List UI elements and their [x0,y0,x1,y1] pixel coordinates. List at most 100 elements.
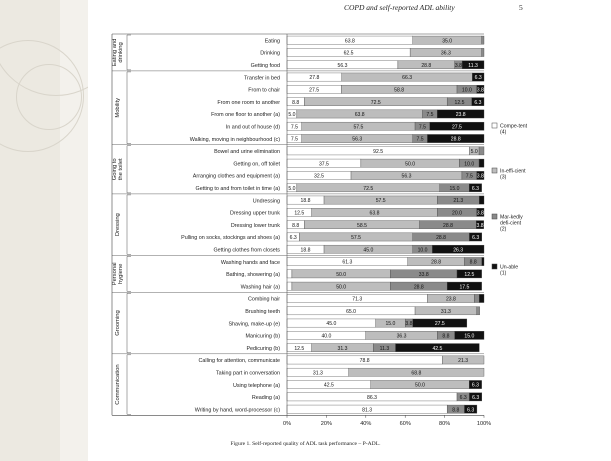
bar-segment [432,244,485,254]
data-label: 28.8 [414,284,424,290]
task-label-brushing-teeth: Brushing teeth [245,309,280,315]
data-label: 3.8 [405,321,412,327]
data-label: 42.5 [324,383,334,389]
bar-segment [469,183,482,193]
bar-segment [479,195,485,205]
data-label: 8.8 [292,100,299,106]
legend-label-2: In-effi-cient (3) [500,169,526,181]
data-label: 8.8 [292,223,299,229]
group-label-mobility: Mobility [115,98,121,118]
data-label: 40.0 [321,333,331,339]
data-label: 27.8 [309,75,319,81]
task-label-arranging-clothes-and-equipment-a: Arranging clothes and equipment (a) [193,174,280,180]
data-label: 33.8 [419,272,429,278]
bar-segment [472,72,485,82]
task-label-washing-hair-a: Washing hair (a) [241,284,281,290]
bar-segment [456,269,482,279]
legend-swatch-3 [491,213,498,220]
data-label: 81.3 [362,407,372,413]
data-label: 28.8 [443,223,453,229]
data-label: 86.3 [367,395,377,401]
bar-segment [478,146,485,156]
data-label: 28.8 [421,63,431,69]
data-label: 6.3 [467,407,474,413]
data-label: 26.3 [453,247,463,253]
data-label: 50.0 [405,161,415,167]
data-label: 21.3 [458,358,468,364]
task-label-from-one-floor-to-another-a: From one floor to another (a) [211,112,280,118]
data-label: 58.8 [394,87,404,93]
data-label: 31.3 [313,370,323,376]
group-label-communication: Communication [115,364,121,404]
data-label: 31.3 [441,309,451,315]
data-label: 7.5 [426,112,433,118]
bar-segment [478,158,485,168]
legend-swatch-4 [491,263,498,270]
legend-label-4: Un-able (1) [500,265,518,277]
data-label: 6.3 [475,75,482,81]
x-tick-label: 100% [477,421,491,427]
data-label: 50.0 [336,284,346,290]
group-label-line: Mobility [115,98,121,118]
data-label: 3.8 [477,174,484,180]
data-label: 15.0 [464,333,474,339]
data-label: 3.8 [477,87,484,93]
bar-segment [469,380,482,389]
data-label: 11.3 [380,346,390,352]
task-label-washing-hands-and-face: Washing hands and face [221,260,280,266]
data-label: 7.5 [419,124,426,130]
data-label: 6.3 [472,235,479,241]
group-label-eating-and-drinking: Eating and drinking [112,39,124,67]
task-label-getting-food: Getting food [251,63,280,69]
data-label: 3.8 [477,210,484,216]
data-label: 42.5 [432,346,442,352]
group-label-personal-hygiene: Personal hygiene [112,262,124,285]
data-label: 12.5 [294,210,304,216]
task-label-in-and-out-of-house-d: In and out of house (d) [226,124,280,130]
data-label: 56.3 [352,137,362,143]
task-label-transfer-in-bed: Transfer in bed [244,75,280,81]
task-label-getting-clothes-from-closets: Getting clothes from closets [213,247,280,253]
data-label: 6.3 [290,235,297,241]
task-label-undressing: Undressing [253,198,280,204]
task-label-bowel-and-urine-elimination: Bowel and urine elimination [214,149,280,155]
task-label-manicuring-b: Manicuring (b) [246,334,281,340]
task-label-pulling-on-socks-stockings-and-shoes-a: Pulling on socks, stockings and shoes (a… [181,235,280,241]
data-label: 56.3 [337,63,347,69]
x-tick-label: 80% [439,421,450,427]
bar-segment [476,306,480,316]
data-label: 66.3 [402,75,412,81]
data-label: 63.8 [345,38,355,44]
bar-segment [442,355,485,365]
data-label: 68.8 [411,370,421,376]
page-number: 5 [519,3,523,12]
data-label: 78.8 [360,358,370,364]
group-label-line: the toilet [118,158,124,180]
data-label: 10.0 [464,161,474,167]
data-label: 28.8 [451,137,461,143]
bar-segment [479,294,485,303]
task-label-taking-part-in-conversation: Taking part in conversation [216,370,280,376]
data-label: 57.5 [351,235,361,241]
data-label: 37.5 [319,161,329,167]
data-label: 45.0 [326,321,336,327]
data-label: 7.5 [417,137,424,143]
data-label: 10.0 [462,87,472,93]
data-label: 21.3 [453,198,463,204]
data-label: 45.0 [363,247,373,253]
task-label-dressing-upper-trunk: Dressing upper trunk [230,211,280,217]
bar-segment [474,294,480,303]
bar-segment [481,35,485,45]
data-label: 27.5 [452,124,462,130]
data-label: 8.8 [452,407,459,413]
task-label-eating: Eating [265,38,280,44]
bar-segment [471,97,485,106]
bar-segment [348,367,485,377]
data-label: 65.0 [346,309,356,315]
task-label-calling-for-attention-communicate: Calling for attention, communicate [199,358,281,364]
task-label-dressing-lower-trunk: Dressing lower trunk [231,223,280,229]
data-label: 36.3 [397,333,407,339]
task-label-shaving-make-up-e: Shaving, make-up (e) [228,321,280,327]
data-label: 5.0 [288,112,295,118]
data-label: 15.0 [385,321,395,327]
